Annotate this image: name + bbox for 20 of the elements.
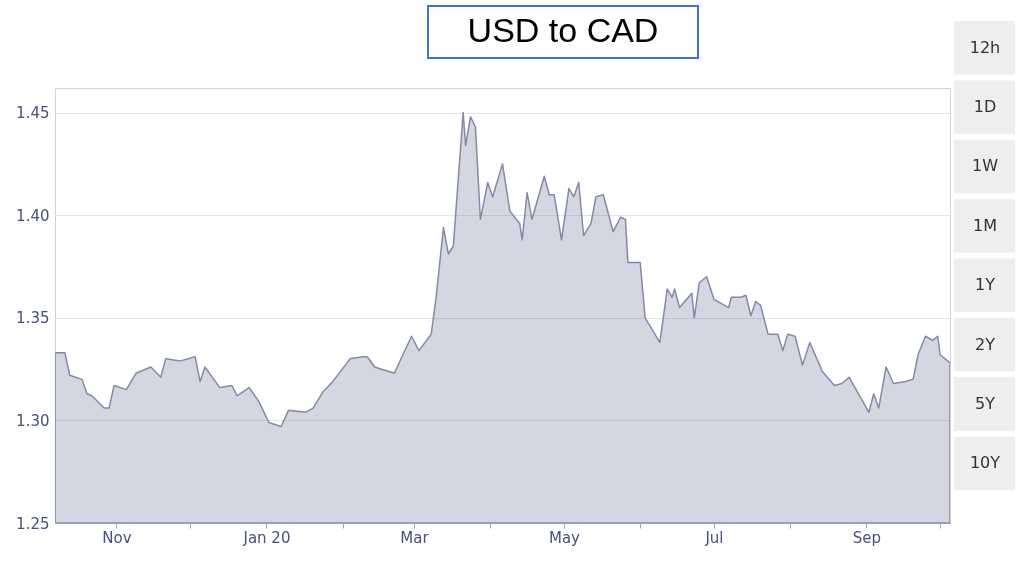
y-tick-label: 1.35 <box>16 309 50 328</box>
text: 1D <box>973 97 997 117</box>
y-tick-label: 1.40 <box>16 206 50 225</box>
x-tick-label: Jul <box>704 528 724 547</box>
x-tick-label: Nov <box>102 528 132 547</box>
chart-title: USD to CAD <box>467 11 659 49</box>
text: 1Y <box>975 275 996 295</box>
text: 10Y <box>969 453 1001 473</box>
y-tick-label: 1.30 <box>16 411 50 430</box>
text: 1W <box>972 156 999 176</box>
y-tick-label: 1.25 <box>16 514 50 533</box>
x-tick-label: Mar <box>400 528 430 547</box>
x-tick-label: Sep <box>852 528 882 547</box>
text: 2Y <box>975 334 996 354</box>
x-tick-label: May <box>548 528 581 547</box>
y-tick-label: 1.45 <box>16 104 50 123</box>
text: 12h <box>969 37 1001 57</box>
x-tick-label: Jan 20 <box>242 528 291 547</box>
text: 1M <box>973 215 997 235</box>
text: 5Y <box>975 393 996 413</box>
